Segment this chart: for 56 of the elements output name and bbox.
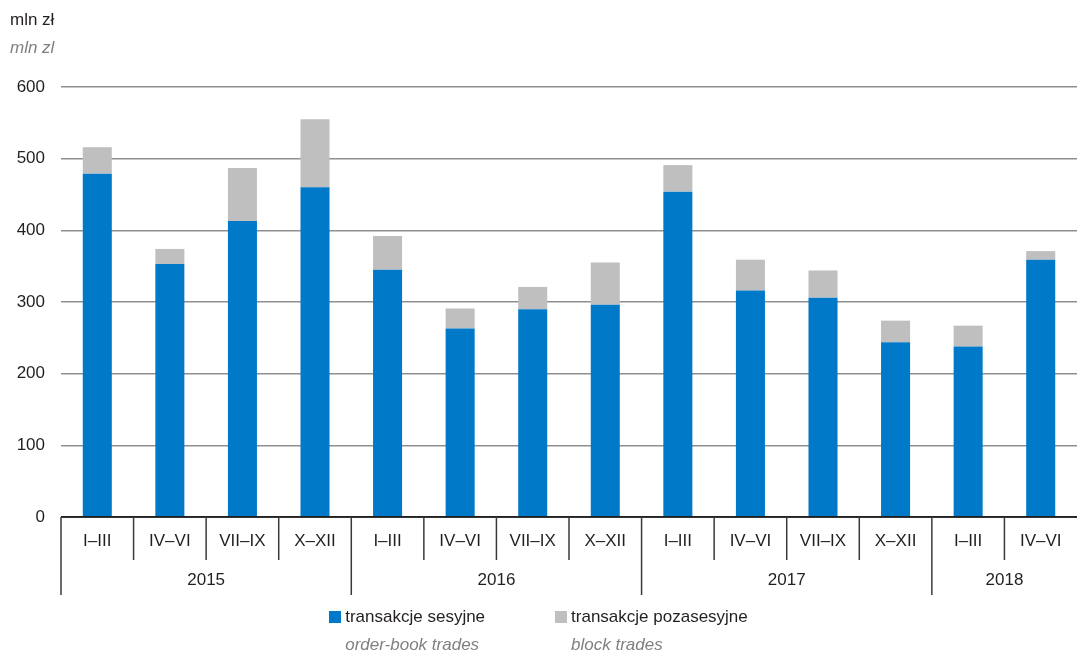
text: 2017 [767,569,806,589]
bar [518,286,548,310]
text: 2016 [477,569,516,589]
bar [227,221,257,517]
y-tick-label: 0 [35,506,45,526]
x-tick-label: IV–VI [1019,530,1062,550]
x-tick-label: I–III [663,530,693,550]
bar [953,346,983,517]
x-tick-label: X–XII [874,530,917,550]
bar [663,165,693,192]
bar [808,297,838,517]
y-tick-label: 100 [16,435,45,455]
x-tick-label: VII–IX [219,530,266,550]
bar [953,325,983,347]
bar [590,262,620,305]
bar [300,119,330,188]
y-tick-label: 500 [16,148,45,168]
legend-label: transakcje pozasesyjne block trades [571,606,748,656]
x-tick-label: VII–IX [799,530,847,550]
bar [227,167,257,222]
bar [82,147,112,174]
legend-label: transakcje sesyjne order-book trades [345,606,486,656]
x-tick-label: VII–IX [509,530,556,550]
x-tick-label: I–III [83,530,112,550]
bar [373,236,403,270]
bar [590,304,620,517]
bar [445,308,475,329]
x-tick-label: X–XII [294,530,336,550]
text: 2015 [187,569,226,589]
bar [735,290,765,517]
bar [1026,251,1056,260]
bar [881,320,911,343]
y-tick-label: 300 [16,291,45,311]
y-tick-label: 400 [16,220,45,240]
x-tick-label: I–III [373,530,402,550]
bar [735,259,765,291]
y-tick-label: 200 [16,363,45,383]
y-axis-title: mln zł mln zl [10,9,55,59]
bar [881,342,911,517]
bar [808,270,838,298]
x-tick-label: IV–VI [729,530,772,550]
x-tick-label: IV–VI [149,530,191,550]
bar [518,309,548,517]
bar [445,328,475,517]
bar [300,187,330,517]
x-tick-label: IV–VI [439,530,481,550]
y-tick-label: 600 [16,76,45,96]
bar [82,173,112,517]
bar [1026,259,1056,517]
text: 2018 [985,569,1024,589]
bar [155,264,185,517]
bar [155,248,185,265]
bar [663,191,693,517]
x-tick-label: X–XII [584,530,627,550]
x-tick-label: I–III [953,530,983,550]
bar [373,269,403,517]
